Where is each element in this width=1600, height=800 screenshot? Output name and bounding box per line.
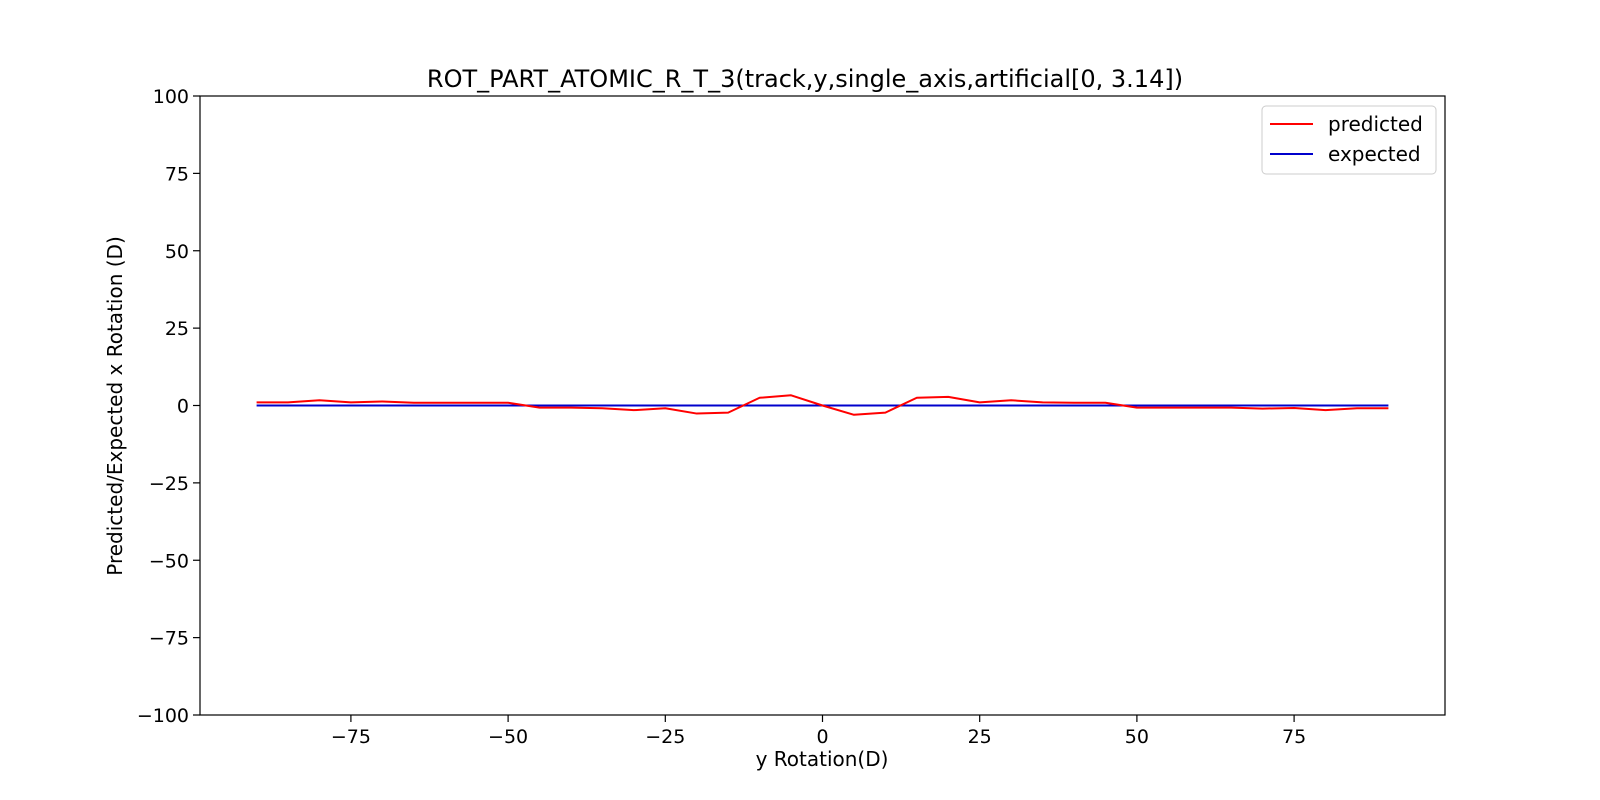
legend: predicted expected — [1261, 105, 1437, 175]
x-tick-label: 75 — [1282, 726, 1306, 748]
x-tick-label: −50 — [488, 726, 528, 748]
y-tick-label: −100 — [137, 705, 189, 727]
y-tick-label: 0 — [177, 396, 189, 418]
plot-area — [256, 394, 1389, 416]
x-tick-label: −75 — [331, 726, 371, 748]
y-axis-label: Predicted/Expected x Rotation (D) — [103, 236, 127, 576]
legend-label-expected: expected — [1328, 142, 1421, 166]
y-tick-label: −50 — [149, 550, 189, 572]
chart-title: ROT_PART_ATOMIC_R_T_3(track,y,single_axi… — [427, 65, 1183, 93]
x-tick-label: 0 — [816, 726, 828, 748]
y-tick-label: 50 — [165, 241, 189, 263]
y-tick-label: 25 — [165, 318, 189, 340]
series-line-predicted — [256, 394, 1389, 416]
y-axis: 100 75 50 25 0 −25 −50 −75 −100 — [137, 86, 200, 727]
y-tick-label: −75 — [149, 628, 189, 650]
x-axis: −75 −50 −25 0 25 50 75 — [331, 715, 1306, 748]
legend-label-predicted: predicted — [1328, 112, 1423, 136]
x-tick-label: 25 — [968, 726, 992, 748]
y-tick-label: 100 — [153, 86, 189, 108]
x-tick-label: −25 — [645, 726, 685, 748]
y-tick-label: 75 — [165, 163, 189, 185]
y-tick-label: −25 — [149, 473, 189, 495]
x-axis-label: y Rotation(D) — [756, 747, 889, 771]
x-tick-label: 50 — [1125, 726, 1149, 748]
